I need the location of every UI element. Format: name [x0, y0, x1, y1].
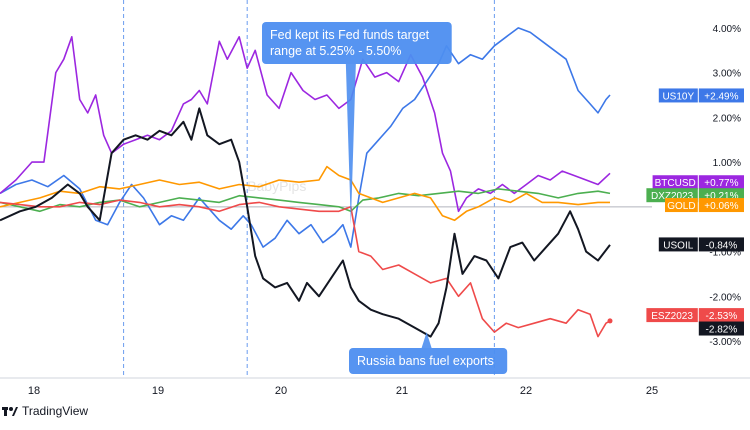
axis-label-esz2023-name-label: ESZ2023 [651, 311, 693, 322]
y-tick-label: -3.00% [709, 337, 741, 348]
axis-label-us10y-name-label: US10Y [662, 91, 694, 102]
x-tick-label: 25 [646, 385, 658, 397]
annotation-box-1 [349, 348, 508, 374]
series-line-gold [0, 165, 610, 222]
axis-label-extra-0-value-label: -2.82% [706, 325, 738, 336]
x-tick-label: 21 [396, 385, 408, 397]
x-tick-label: 22 [520, 385, 532, 397]
annotation-pointer-0 [345, 64, 356, 225]
watermark: BabyPips [247, 178, 306, 194]
annotation-text-1-0: Russia bans fuel exports [357, 354, 494, 368]
axis-label-gold-name-label: GOLD [667, 201, 695, 212]
y-tick-label: 3.00% [713, 69, 741, 80]
axis-label-esz2023-value-label: -2.53% [706, 311, 738, 322]
annotation-text-0-0: Fed kept its Fed funds target [270, 28, 430, 42]
tradingview-logo: TradingView [2, 404, 88, 418]
axis-label-us10y-value-label: +2.49% [704, 91, 738, 102]
y-tick-label: -1.00% [709, 248, 741, 259]
axis-label-gold-name-box [665, 198, 698, 213]
series-line-esz2023 [0, 199, 611, 338]
axis-label-usoil-value-label: -0.84% [706, 240, 738, 251]
axis-label-dxz2023-value-label: +0.21% [704, 191, 738, 202]
y-tick-label: -2.00% [709, 292, 741, 303]
tradingview-logo-text: TradingView [22, 404, 89, 418]
axis-label-usoil-value-box [698, 237, 744, 252]
y-tick-label: 1.00% [713, 158, 741, 169]
series-line-usoil [0, 107, 611, 338]
annotation-text-0-1: range at 5.25% - 5.50% [270, 44, 401, 58]
axis-label-usoil-name-label: USOIL [663, 240, 693, 251]
y-tick-label: 2.00% [713, 113, 741, 124]
axis-label-usoil-name-box [658, 237, 698, 252]
axis-label-us10y-value-box [698, 88, 744, 103]
axis-label-esz2023-name-box [646, 308, 698, 323]
axis-label-dxz2023-name-label: DXZ2023 [651, 191, 694, 202]
y-tick-label: 4.00% [713, 24, 741, 35]
annotation-box-0 [262, 22, 452, 64]
x-tick-label: 19 [152, 385, 164, 397]
tradingview-icon [2, 407, 18, 416]
axis-label-us10y-name-box [658, 88, 698, 103]
series-line-dxz2023 [0, 188, 611, 213]
series-endpoint-esz2023 [607, 318, 613, 324]
axis-label-esz2023-value-box [698, 308, 744, 323]
x-tick-label: 20 [275, 385, 287, 397]
annotation-pointer-1 [421, 332, 432, 348]
axis-label-gold-value-box [698, 198, 744, 213]
axis-label-btcusd-value-label: +0.77% [704, 178, 738, 189]
axis-label-gold-value-label: +0.06% [704, 201, 738, 212]
axis-label-extra-0-value-box [698, 321, 744, 336]
series-line-us10y [0, 27, 611, 248]
series-line-btcusd [0, 35, 611, 213]
axis-label-btcusd-name-label: BTCUSD [655, 178, 696, 189]
x-tick-label: 18 [28, 385, 40, 397]
axis-label-btcusd-name-box [652, 175, 698, 190]
axis-label-btcusd-value-box [698, 175, 744, 190]
